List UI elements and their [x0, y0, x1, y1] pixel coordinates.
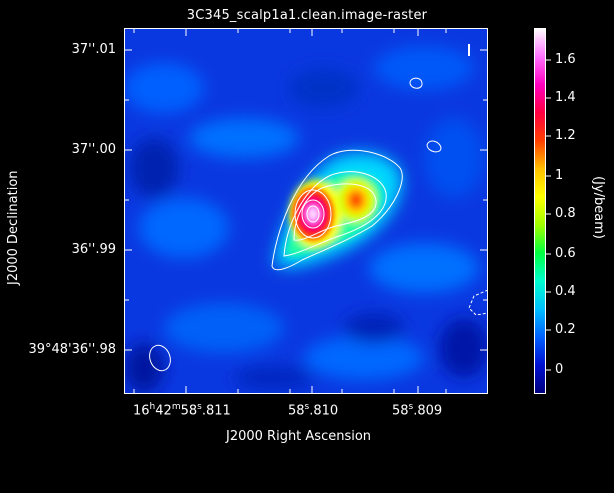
xtick-label: 58s.810	[288, 402, 339, 419]
ytick-label: 36''.99	[71, 242, 116, 257]
contours	[149, 77, 442, 372]
ytick-label: 37''.00	[71, 142, 116, 157]
colorbar-unit-label: (Jy/beam)	[591, 176, 606, 239]
negative-contours	[468, 289, 488, 316]
colorbar-label: 0	[555, 362, 564, 377]
raster-image[interactable]	[124, 28, 488, 394]
xtick-label: 58s.809	[392, 402, 443, 419]
ytick-label: 39°48'36''.98	[28, 342, 116, 357]
colorbar-label: 1	[555, 168, 564, 183]
colorbar-label: 1.2	[555, 128, 576, 143]
raster-canvas	[124, 28, 488, 394]
colorbar-label: 0.6	[555, 246, 576, 261]
ytick-label: 37''.01	[71, 42, 116, 57]
x-axis-label: J2000 Right Ascension	[226, 429, 372, 444]
colorbar-label: 0.2	[555, 322, 576, 337]
colorbar-ticks	[546, 59, 551, 371]
image-title: 3C345_scalp1a1.clean.image-raster	[186, 8, 428, 23]
beam-ellipse	[149, 344, 171, 372]
xtick-label: 16h42m58s.811	[133, 402, 231, 419]
colorbar-label: 0.4	[555, 284, 576, 299]
colorbar-label: 1.6	[555, 52, 576, 67]
noise-texture	[124, 46, 488, 393]
y-axis-label: J2000 Declination	[6, 170, 21, 285]
emission-core	[291, 183, 371, 242]
colorbar-label: 0.8	[555, 206, 576, 221]
axis-ticks	[124, 28, 488, 394]
colorbar-label: 1.4	[555, 90, 576, 105]
colorbar	[534, 28, 546, 394]
